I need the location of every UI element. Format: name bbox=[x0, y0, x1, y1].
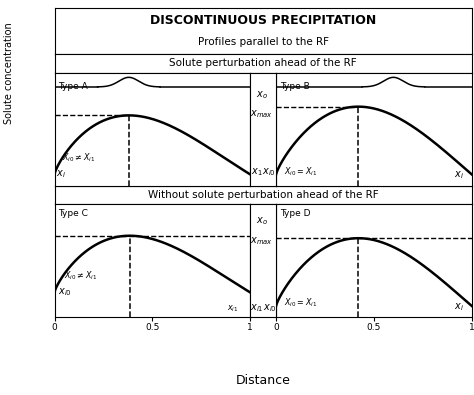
Text: $x_{i0}$: $x_{i0}$ bbox=[58, 286, 72, 298]
Text: $X_{i0}\neq X_{i1}$: $X_{i0}\neq X_{i1}$ bbox=[64, 270, 97, 282]
Text: $x_i$: $x_i$ bbox=[454, 170, 464, 181]
Text: Type C: Type C bbox=[58, 209, 88, 218]
Text: Solute perturbation ahead of the RF: Solute perturbation ahead of the RF bbox=[169, 58, 357, 68]
Text: $x_1$: $x_1$ bbox=[251, 166, 263, 178]
Text: Type B: Type B bbox=[280, 82, 310, 91]
Text: Distance: Distance bbox=[236, 374, 291, 387]
Text: $x_o$: $x_o$ bbox=[256, 215, 268, 227]
Text: $x_{i1}$: $x_{i1}$ bbox=[227, 303, 238, 314]
Text: $x_i$: $x_i$ bbox=[454, 301, 464, 313]
Text: $x_{i0}$: $x_{i0}$ bbox=[263, 302, 276, 314]
Text: Profiles parallel to the RF: Profiles parallel to the RF bbox=[198, 38, 328, 47]
Text: Type A: Type A bbox=[58, 82, 88, 91]
Text: $X_{i0}\neq X_{i1}$: $X_{i0}\neq X_{i1}$ bbox=[63, 152, 95, 164]
Text: Type D: Type D bbox=[280, 209, 310, 218]
Text: $x_{i1}$: $x_{i1}$ bbox=[250, 302, 264, 314]
Text: Without solute perturbation ahead of the RF: Without solute perturbation ahead of the… bbox=[148, 190, 378, 200]
Text: $x_{max}$: $x_{max}$ bbox=[250, 236, 273, 248]
Text: $x_{i0}$: $x_{i0}$ bbox=[262, 166, 276, 178]
Text: $X_{i0}=X_{i1}$: $X_{i0}=X_{i1}$ bbox=[284, 297, 317, 309]
Text: $x_o$: $x_o$ bbox=[256, 90, 268, 101]
Text: DISCONTINUOUS PRECIPITATION: DISCONTINUOUS PRECIPITATION bbox=[150, 14, 376, 27]
Text: $X_{i0}=X_{i1}$: $X_{i0}=X_{i1}$ bbox=[284, 165, 317, 178]
Text: $x_{max}$: $x_{max}$ bbox=[250, 109, 273, 120]
Text: Solute concentration: Solute concentration bbox=[4, 22, 15, 124]
Text: $x_i$: $x_i$ bbox=[56, 168, 66, 180]
